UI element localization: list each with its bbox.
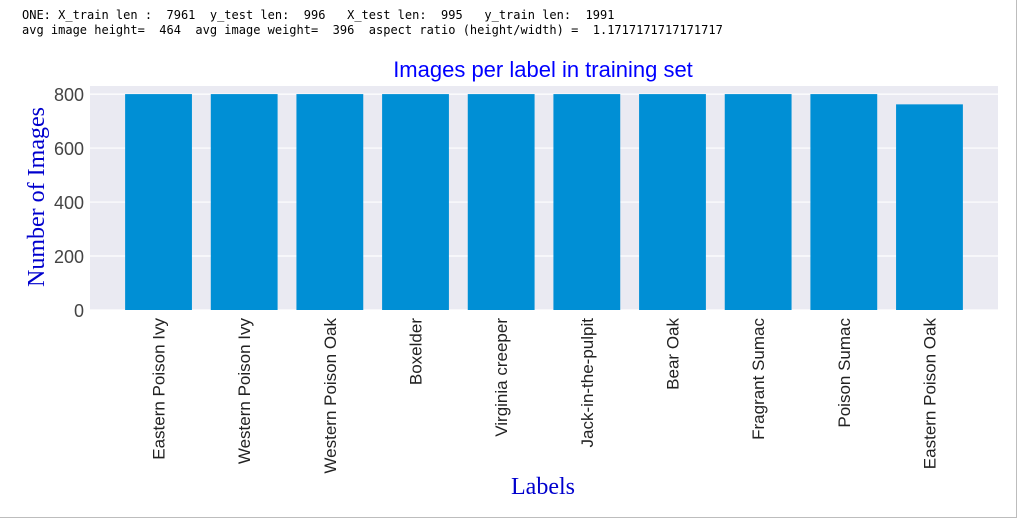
x-tick-label: Eastern Poison Ivy: [150, 318, 169, 460]
bar: [896, 104, 963, 310]
bar: [639, 94, 706, 311]
bar: [553, 94, 621, 311]
y-tick-label: 600: [54, 139, 84, 159]
y-tick-label: 0: [74, 301, 84, 321]
y-axis-label: Number of Images: [24, 107, 50, 287]
y-tick-label: 400: [54, 193, 84, 213]
x-tick-label: Boxelder: [407, 318, 426, 385]
chart-title: Images per label in training set: [393, 57, 693, 82]
x-tick-label: Jack-in-the-pulpit: [578, 318, 597, 448]
bar: [810, 94, 878, 311]
output-text-line-1: ONE: X_train len : 7961 y_test len: 996 …: [22, 8, 615, 22]
x-tick-label: Virginia creeper: [492, 318, 511, 437]
bar: [382, 94, 449, 311]
bar: [467, 94, 535, 311]
x-tick-label: Bear Oak: [663, 318, 682, 390]
bar: [724, 94, 792, 311]
x-axis-label: Labels: [511, 474, 575, 500]
bar: [296, 94, 364, 311]
x-tick-label: Eastern Poison Oak: [920, 318, 939, 470]
y-tick-label: 800: [54, 85, 84, 105]
y-tick-label: 200: [54, 247, 84, 267]
x-tick-label: Western Poison Oak: [321, 318, 340, 474]
output-text-line-2: avg image height= 464 avg image weight= …: [22, 23, 723, 37]
x-tick-label: Fragrant Sumac: [749, 318, 768, 440]
x-tick-label: Poison Sumac: [835, 318, 854, 428]
bar: [125, 94, 192, 311]
bar: [210, 94, 278, 311]
x-tick-label: Western Poison Ivy: [235, 318, 254, 465]
